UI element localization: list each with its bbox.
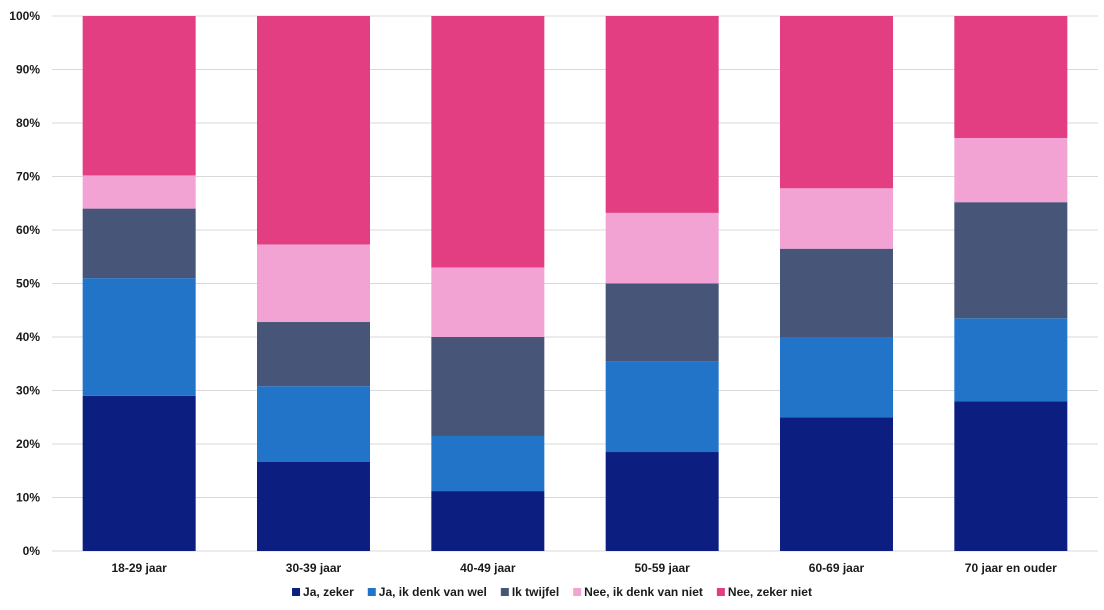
x-category-label: 30-39 jaar [286, 561, 342, 575]
legend-label: Nee, ik denk van niet [584, 585, 703, 599]
legend-swatch [292, 588, 301, 596]
y-tick-label: 100% [9, 9, 40, 23]
bar-segment [431, 435, 545, 492]
bar-segment [82, 16, 196, 176]
bar-segment [82, 208, 196, 279]
x-axis-category-labels: 18-29 jaar 30-39 jaar 40-49 jaar 50-59 jaar… [111, 561, 1057, 575]
bar-segment [431, 491, 545, 551]
y-tick-label: 10% [16, 491, 40, 505]
legend-swatch [500, 588, 509, 596]
legend-swatch [367, 588, 376, 596]
legend-label: Ik twijfel [512, 585, 559, 599]
bar-segment [257, 16, 370, 245]
bar-segment [82, 395, 196, 551]
legend-item: Nee, ik denk van niet [573, 585, 703, 599]
y-tick-label: 30% [16, 384, 40, 398]
y-tick-label: 0% [23, 544, 41, 558]
bar-segment [954, 401, 1068, 551]
bar-segment [605, 361, 719, 453]
y-tick-label: 20% [16, 437, 40, 451]
bar-segment [257, 461, 370, 551]
legend-item: Ja, zeker [292, 585, 354, 599]
gridlines [52, 15, 1098, 552]
x-category-label: 40-49 jaar [460, 561, 516, 575]
bar-segment [605, 452, 719, 551]
legend-swatch [716, 588, 725, 596]
bar-segment [954, 318, 1068, 402]
x-category-label: 70 jaar en ouder [965, 561, 1057, 575]
bar-segment [954, 137, 1068, 203]
legend-label: Ja, ik denk van wel [379, 585, 487, 599]
bar-segment [954, 202, 1068, 319]
legend-item: Ik twijfel [500, 585, 559, 599]
y-tick-label: 80% [16, 116, 40, 130]
bar-segment [82, 278, 196, 396]
bar-segment [431, 16, 545, 268]
y-tick-label: 70% [16, 170, 40, 184]
legend-item: Nee, zeker niet [716, 585, 812, 599]
bar-segment [257, 244, 370, 323]
bar-segment [780, 417, 893, 551]
y-tick-label: 50% [16, 277, 40, 291]
bar-segment [605, 16, 719, 213]
bar-segment [780, 337, 893, 418]
legend: Ja, zeker Ja, ik denk van wel Ik twijfel Ne… [292, 585, 812, 599]
bar-segment [780, 248, 893, 337]
bar-segment [431, 267, 545, 337]
bar-segment [82, 175, 196, 209]
y-tick-label: 60% [16, 223, 40, 237]
legend-label: Ja, zeker [303, 585, 354, 599]
x-category-label: 50-59 jaar [634, 561, 690, 575]
bar-segment [431, 337, 545, 436]
bar-segment [257, 322, 370, 387]
legend-swatch [573, 588, 582, 596]
bar-segment [780, 188, 893, 249]
x-category-label: 18-29 jaar [111, 561, 167, 575]
y-tick-label: 40% [16, 330, 40, 344]
legend-item: Ja, ik denk van wel [367, 585, 487, 599]
x-category-label: 60-69 jaar [809, 561, 865, 575]
bar-segment [605, 212, 719, 284]
bar-segment [257, 386, 370, 462]
y-axis-tick-labels: 0% 10% 20% 30% 40% 50% 60% 70% 80% 90% 100% [9, 9, 40, 558]
bar-segment [954, 16, 1068, 138]
bar-segment [605, 283, 719, 362]
legend-label: Nee, zeker niet [728, 585, 812, 599]
bars [82, 16, 1068, 551]
y-tick-label: 90% [16, 63, 40, 77]
bar-segment [780, 16, 893, 189]
